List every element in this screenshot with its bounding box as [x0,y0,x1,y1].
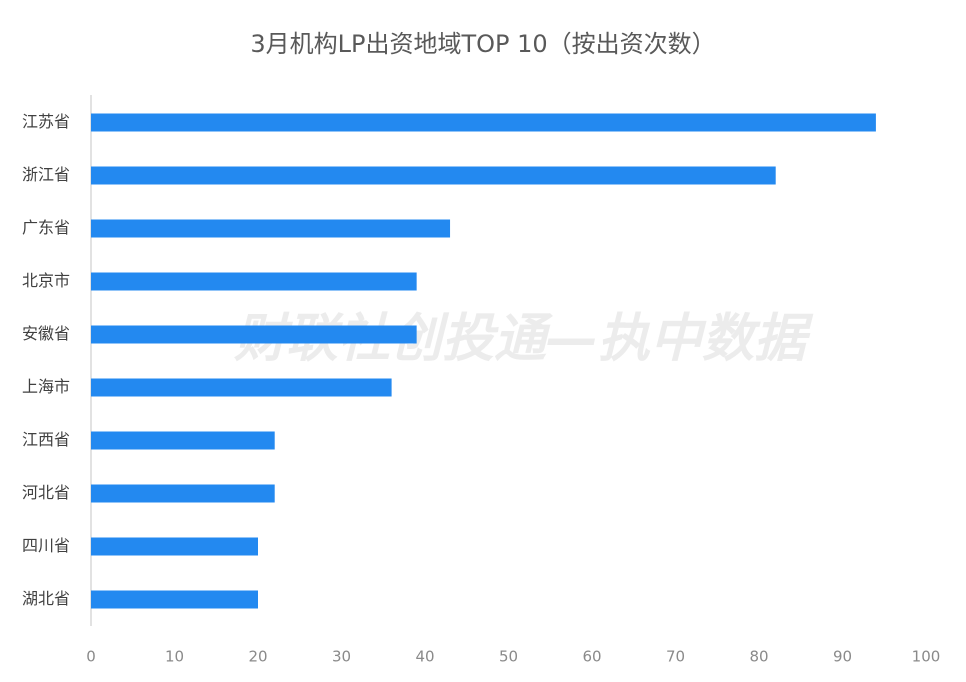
x-tick-label: 100 [912,648,941,666]
bar [91,325,417,344]
bar [91,166,776,185]
x-tick-label: 0 [86,648,96,666]
x-tick-label: 10 [165,648,184,666]
bar [91,113,876,132]
bar [91,378,392,397]
bar [91,484,275,503]
x-tick-label: 70 [666,648,685,666]
x-tick-label: 40 [415,648,434,666]
y-tick-label: 北京市 [22,271,70,290]
y-tick-label: 浙江省 [22,165,70,184]
y-tick-label: 安徽省 [22,324,70,343]
x-tick-label: 30 [332,648,351,666]
x-tick-label: 50 [499,648,518,666]
y-tick-label: 四川省 [22,536,70,555]
x-tick-label: 60 [582,648,601,666]
x-tick-label: 80 [749,648,768,666]
y-tick-label: 广东省 [22,218,70,237]
bar [91,590,258,609]
y-tick-label: 河北省 [22,483,70,502]
y-tick-label: 江西省 [22,430,70,449]
bar [91,431,275,450]
bar [91,272,417,291]
chart-title: 3月机构LP出资地域TOP 10（按出资次数） [250,30,715,58]
y-tick-label: 湖北省 [22,589,70,608]
x-tick-label: 20 [248,648,267,666]
y-tick-label: 上海市 [22,377,70,396]
bar [91,219,451,238]
y-tick-label: 江苏省 [22,112,70,131]
bar [91,537,258,556]
x-tick-label: 90 [833,648,852,666]
